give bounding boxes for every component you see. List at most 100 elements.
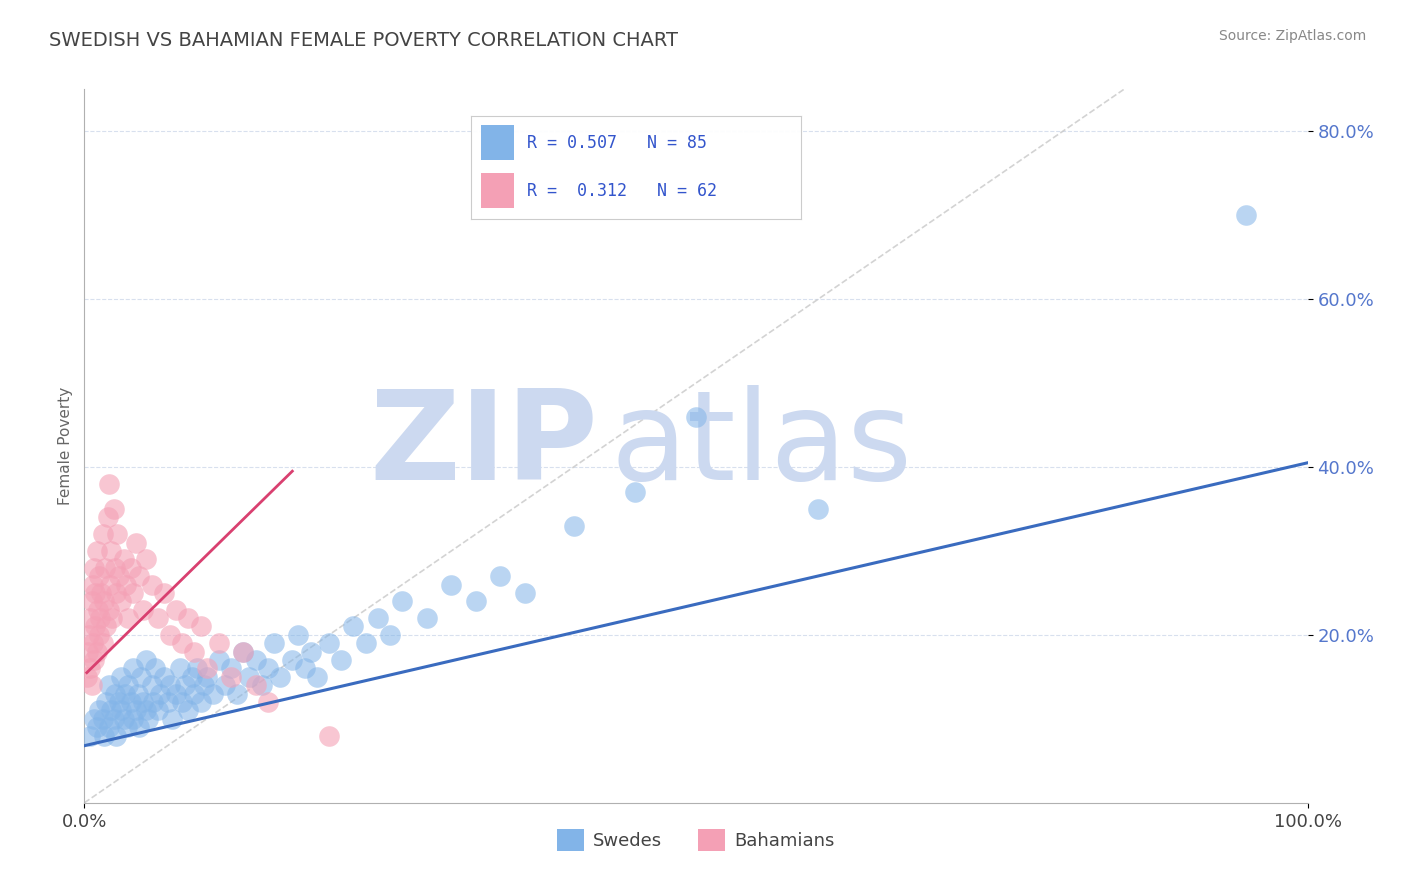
Point: [122, 586, 145, 600]
Point: [489, 569, 512, 583]
Point: [96, 619, 118, 633]
Point: [87, 569, 110, 583]
Point: [132, 603, 155, 617]
Point: [117, 611, 139, 625]
Point: [120, 695, 142, 709]
Point: [104, 687, 127, 701]
Bar: [481, 173, 515, 208]
Point: [208, 636, 231, 650]
Point: [281, 653, 304, 667]
Point: [201, 687, 224, 701]
Point: [107, 569, 129, 583]
Point: [367, 611, 389, 625]
Point: [83, 712, 105, 726]
Point: [232, 645, 254, 659]
Point: [354, 636, 377, 650]
Point: [153, 586, 176, 600]
Point: [93, 594, 115, 608]
Point: [250, 678, 273, 692]
Point: [513, 586, 536, 600]
Point: [129, 670, 152, 684]
Point: [190, 695, 212, 709]
Point: [195, 661, 218, 675]
Point: [128, 720, 150, 734]
Point: [110, 703, 132, 717]
Point: [245, 653, 267, 667]
Point: [128, 569, 150, 583]
Point: [122, 661, 145, 675]
Point: [183, 687, 205, 701]
Point: [84, 586, 107, 600]
Point: [214, 678, 236, 692]
Point: [103, 502, 125, 516]
Point: [169, 661, 191, 675]
Point: [96, 695, 118, 709]
Point: [135, 653, 157, 667]
Point: [76, 670, 98, 684]
Point: [416, 611, 439, 625]
Point: [97, 476, 120, 491]
Point: [79, 661, 101, 675]
Point: [87, 703, 110, 717]
Point: [165, 603, 187, 617]
Point: [91, 527, 114, 541]
Point: [79, 729, 101, 743]
Point: [143, 661, 166, 675]
Point: [153, 670, 176, 684]
Point: [305, 670, 328, 684]
Point: [172, 636, 194, 650]
Point: [380, 628, 402, 642]
Text: R = 0.507   N = 85: R = 0.507 N = 85: [527, 134, 707, 152]
Point: [90, 586, 112, 600]
Point: [112, 552, 135, 566]
Point: [125, 535, 148, 549]
Point: [125, 703, 148, 717]
Point: [287, 628, 309, 642]
Point: [269, 670, 291, 684]
Point: [146, 611, 169, 625]
Point: [257, 695, 280, 709]
Point: [156, 695, 179, 709]
Point: [141, 678, 163, 692]
Point: [141, 577, 163, 591]
Legend: Swedes, Bahamians: Swedes, Bahamians: [550, 822, 842, 858]
Point: [440, 577, 463, 591]
Point: [685, 409, 707, 424]
Point: [82, 577, 104, 591]
Point: [79, 611, 101, 625]
Point: [562, 518, 585, 533]
Point: [100, 544, 122, 558]
Point: [98, 577, 121, 591]
Point: [193, 678, 215, 692]
Point: [83, 560, 105, 574]
Text: ZIP: ZIP: [370, 385, 598, 507]
Point: [117, 678, 139, 692]
Point: [87, 628, 110, 642]
Point: [807, 502, 830, 516]
Point: [294, 661, 316, 675]
Point: [177, 611, 200, 625]
Point: [115, 577, 138, 591]
Point: [136, 712, 159, 726]
Point: [318, 729, 340, 743]
Point: [127, 687, 149, 701]
Point: [330, 653, 353, 667]
Point: [342, 619, 364, 633]
Point: [181, 670, 204, 684]
Point: [83, 653, 105, 667]
Point: [159, 628, 181, 642]
Point: [183, 645, 205, 659]
Point: [132, 695, 155, 709]
Text: R =  0.312   N = 62: R = 0.312 N = 62: [527, 182, 717, 200]
Point: [110, 670, 132, 684]
Point: [142, 695, 165, 709]
Point: [464, 594, 486, 608]
Point: [107, 695, 129, 709]
Bar: [481, 125, 515, 160]
Point: [110, 594, 132, 608]
Text: SWEDISH VS BAHAMIAN FEMALE POVERTY CORRELATION CHART: SWEDISH VS BAHAMIAN FEMALE POVERTY CORRE…: [49, 31, 678, 50]
Point: [257, 661, 280, 675]
Point: [91, 636, 114, 650]
Point: [97, 510, 120, 524]
Point: [100, 703, 122, 717]
